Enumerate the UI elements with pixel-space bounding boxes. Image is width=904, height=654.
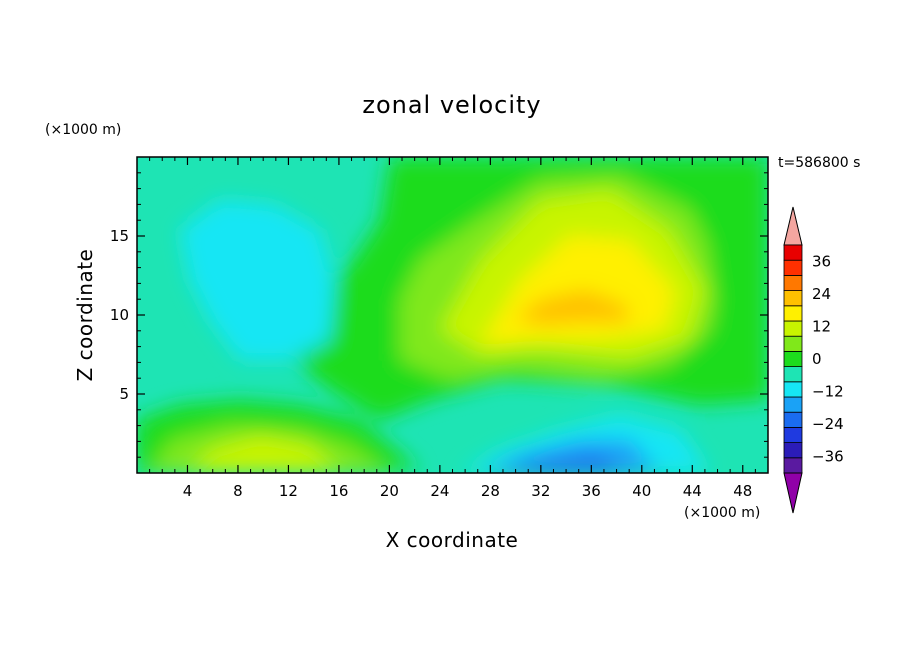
x-tick-label: 16: [329, 482, 348, 500]
colorbar-tick-label: 36: [812, 252, 831, 270]
colorbar: [783, 206, 803, 514]
colorbar-segment: [783, 396, 803, 413]
colorbar-tick-label: −36: [812, 448, 844, 466]
lower-left-lime-core: [190, 435, 340, 473]
y-axis-ticks: 5 10 15: [110, 172, 768, 458]
colorbar-segment: [783, 366, 803, 383]
x-tick-label: 24: [430, 482, 449, 500]
colorbar-segment: [783, 426, 803, 443]
y-tick-label: 10: [110, 306, 129, 324]
time-label: t=586800 s: [778, 155, 860, 171]
x-tick-label: 20: [380, 482, 399, 500]
x-tick-label: 44: [683, 482, 702, 500]
x-tick-label: 40: [632, 482, 651, 500]
x-tick-label: 32: [531, 482, 550, 500]
negative-lightblue-lower-right: [480, 440, 660, 473]
colorbar-segment: [783, 320, 803, 337]
x-tick-label: 12: [279, 482, 298, 500]
negative-cyan-upper-left: [180, 200, 335, 360]
colorbar-tick-label: −24: [812, 415, 844, 433]
colorbar-tick-label: −12: [812, 383, 844, 401]
positive-orange-core: [515, 290, 630, 325]
upper-right-green-edge: [690, 157, 768, 390]
colorbar-segment: [783, 335, 803, 352]
y-axis-title: Z coordinate: [73, 249, 97, 382]
colorbar-segment: [783, 259, 803, 276]
x-axis-title: X coordinate: [386, 528, 519, 552]
colorbar-tick-label: 24: [812, 285, 831, 303]
x-axis-ticks: 4 8 12 16 20 24 28 32 36 40 44 48: [149, 157, 756, 500]
colorbar-segment: [783, 350, 803, 367]
colorbar-max-arrow: [783, 206, 803, 246]
x-tick-label: 36: [582, 482, 601, 500]
colorbar-segment: [783, 290, 803, 307]
x-tick-label: 48: [733, 482, 752, 500]
colorbar-segment: [783, 381, 803, 398]
x-tick-label: 4: [183, 482, 193, 500]
x-units-label: (×1000 m): [684, 505, 760, 521]
contour-field: [137, 157, 768, 473]
x-tick-label: 8: [233, 482, 243, 500]
colorbar-tick-label: 0: [812, 350, 822, 368]
colorbar-segment: [783, 457, 803, 474]
chart-title: zonal velocity: [362, 91, 541, 119]
colorbar-segment: [783, 442, 803, 459]
colorbar-segment: [783, 274, 803, 291]
y-units-label: (×1000 m): [45, 122, 121, 138]
colorbar-segment: [783, 411, 803, 428]
y-tick-label: 15: [110, 227, 129, 245]
x-tick-label: 28: [481, 482, 500, 500]
colorbar-segment: [783, 305, 803, 322]
colorbar-min-arrow: [783, 472, 803, 514]
y-tick-label: 5: [119, 385, 129, 403]
colorbar-segment: [783, 244, 803, 261]
negative-blue-core: [500, 455, 625, 473]
colorbar-tick-label: 12: [812, 317, 831, 335]
colorbar-tick-labels: 36 24 12 0 −12 −24 −36: [812, 252, 844, 465]
